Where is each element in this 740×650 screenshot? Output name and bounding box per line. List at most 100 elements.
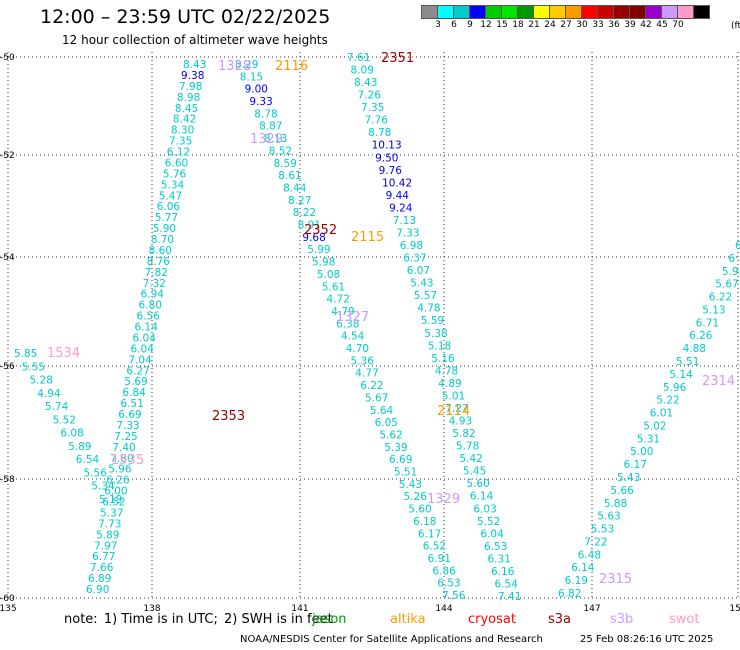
wave-height-value: 8.09 — [351, 65, 374, 77]
wave-height-value: 7.35 — [169, 136, 192, 148]
wave-height-value: 4.94 — [37, 388, 61, 400]
wave-height-value: 7.82 — [145, 267, 168, 279]
wave-height-value: 8.27 — [288, 195, 311, 207]
wave-height-value: 7.13 — [393, 215, 416, 227]
wave-height-value: 5.01 — [442, 390, 465, 402]
wave-height-value: 6.04 — [480, 528, 504, 540]
legend-label: 30 — [576, 20, 588, 30]
wave-height-value: 8.52 — [269, 145, 292, 157]
wave-height-value: 10.13 — [372, 140, 402, 152]
wave-height-value: 7.25 — [114, 431, 137, 443]
satellite-legend-entry: s3b — [610, 612, 634, 627]
wave-height-value: 4.78 — [435, 365, 458, 377]
pass-label: 2352 — [304, 223, 337, 238]
legend-unit: (ft) — [731, 21, 740, 31]
wave-height-value: 5.90 — [153, 223, 176, 235]
wave-height-value: 8.42 — [173, 114, 196, 126]
wave-height-value: 6.69 — [118, 409, 141, 421]
wave-height-value: 7.33 — [116, 420, 139, 432]
legend-label: 21 — [528, 20, 540, 30]
wave-height-value: 6.26 — [689, 330, 713, 342]
wave-height-value: 5.42 — [459, 453, 482, 465]
legend-label: 24 — [544, 20, 556, 30]
legend-label: 27 — [560, 20, 572, 30]
y-tick-label: -56 — [0, 362, 15, 372]
wave-height-value: 5.64 — [370, 405, 394, 417]
wave-height-value: 5.74 — [45, 401, 69, 413]
wave-height-value: 6.05 — [375, 417, 398, 429]
x-tick-label: 144 — [435, 604, 452, 614]
wave-height-value: 5.61 — [322, 281, 345, 293]
wave-height-value: 6.00 — [104, 486, 127, 498]
wave-height-value: 5.60 — [408, 504, 431, 516]
wave-height-value: 6.08 — [60, 428, 83, 440]
wave-height-value: 8.29 — [235, 59, 258, 71]
satellite-legend-entry: altika — [390, 612, 426, 627]
wave-height-value: 6.53 — [437, 578, 460, 590]
wave-height-value: 6.82 — [558, 588, 581, 600]
wave-height-value: 9.38 — [181, 70, 204, 82]
wave-height-value: 7.97 — [94, 540, 117, 552]
wave-height-value: 5.89 — [68, 441, 91, 453]
wave-height-value: 5.85 — [14, 348, 37, 360]
wave-height-value: 6.98 — [400, 240, 423, 252]
legend-label: 12 — [480, 20, 492, 30]
wave-height-value: 8.87 — [259, 121, 282, 133]
wave-height-value: 8.78 — [368, 127, 391, 139]
wave-height-value: 8.45 — [175, 103, 198, 115]
y-tick-label: -60 — [0, 594, 15, 604]
wave-height-value: 7.80 — [110, 453, 133, 465]
pass-label: 1535 — [111, 453, 144, 468]
wave-height-value: 5.14 — [669, 369, 693, 381]
lat-lon-grid — [0, 52, 740, 600]
wave-height-value: 6.14 — [571, 562, 595, 574]
wave-height-value: 5.88 — [604, 498, 627, 510]
wave-height-value: 6.56 — [137, 311, 161, 323]
legend-label: 15 — [496, 20, 508, 30]
legend-label: 36 — [608, 20, 620, 30]
wave-height-value: 5.47 — [159, 190, 182, 202]
wave-height-value: 6.52 — [423, 541, 446, 553]
wave-height-value: 4.93 — [449, 416, 472, 428]
note-text-1: 1) Time is in UTC; — [103, 612, 218, 627]
wave-height-value: 4.72 — [327, 294, 350, 306]
wave-height-value: 6.26 — [106, 475, 130, 487]
wave-height-value: 5.56 — [84, 468, 108, 480]
wave-height-value: 5.18 — [428, 340, 451, 352]
wave-height-value: 8.60 — [149, 245, 172, 257]
pass-label: 2315 — [599, 572, 632, 587]
wave-height-value: 5.43 — [399, 479, 422, 491]
wave-height-value: 5.63 — [597, 511, 620, 523]
pass-label: 1327 — [336, 310, 369, 325]
wave-height-value: 9.33 — [249, 96, 272, 108]
wave-height-value: 6.60 — [165, 157, 188, 169]
wave-height-value: 6.06 — [157, 201, 181, 213]
wave-height-value: 5.13 — [702, 304, 725, 316]
wave-height-value: 5.9 — [722, 266, 739, 278]
wave-height-value: 5.67 — [365, 392, 388, 404]
wave-height-value: 5.55 — [22, 361, 45, 373]
page-subtitle: 12 hour collection of altimeter wave hei… — [62, 33, 328, 47]
wave-height-value: 8.30 — [171, 125, 194, 137]
y-tick-label: -52 — [0, 151, 15, 161]
wave-height-value: 5.69 — [124, 376, 147, 388]
wave-height-value: 6.69 — [389, 454, 412, 466]
wave-height-value: 5.62 — [379, 430, 402, 442]
wave-height-value: 5.08 — [317, 269, 340, 281]
wave-height-value: 7.26 — [358, 90, 382, 102]
wave-height-value: 7.35 — [361, 102, 384, 114]
wave-height-value: 6.91 — [428, 553, 451, 565]
wave-height-value: 6.14 — [470, 491, 494, 503]
wave-height-value: 4.79 — [331, 306, 354, 318]
wave-height-value: 6.54 — [76, 454, 100, 466]
wave-height-value: 8.61 — [278, 170, 301, 182]
wave-height-value: 9.68 — [302, 232, 325, 244]
x-tick-label: 135 — [0, 604, 17, 614]
wave-height-value: 9.76 — [379, 165, 403, 177]
wave-height-value: 7.32 — [143, 278, 166, 290]
wave-height-value: 6.54 — [495, 579, 519, 591]
wave-height-value: 6.01 — [650, 408, 673, 420]
wave-height-value: 6.14 — [135, 322, 159, 334]
footer-timestamp: 25 Feb 08:26:16 UTC 2025 — [580, 634, 714, 645]
